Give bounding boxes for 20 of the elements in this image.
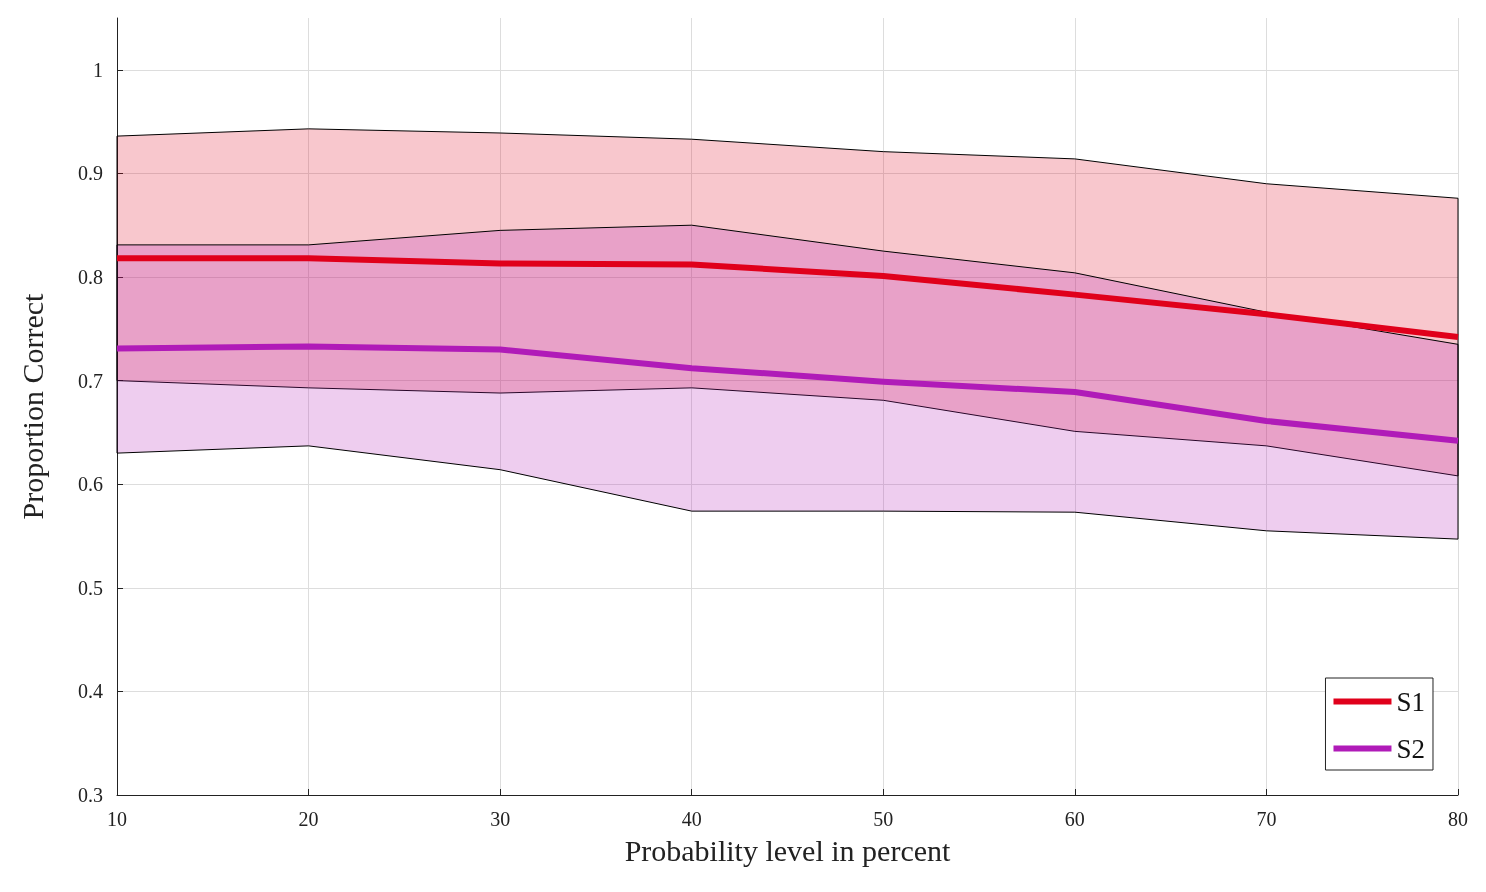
x-tick-label: 30 (490, 808, 511, 830)
x-tick-label: 80 (1448, 808, 1468, 830)
y-tick-label: 0.4 (78, 680, 103, 703)
y-axis-title: Proportion Correct (15, 292, 49, 520)
legend-label: S1 (1396, 686, 1426, 717)
y-tick-label: 0.6 (78, 473, 103, 496)
x-axis-title: Probability level in percent (624, 833, 952, 867)
x-tick-label: 20 (298, 808, 319, 830)
y-tick-label: 0.9 (78, 162, 103, 185)
legend-label: S2 (1396, 733, 1426, 764)
y-tick-label: 0.8 (78, 266, 103, 288)
y-tick-label: 0.3 (78, 784, 103, 806)
x-tick-label: 40 (681, 808, 702, 830)
x-tick-label: 60 (1064, 808, 1085, 830)
y-tick-label: 0.7 (78, 369, 103, 392)
x-tick-label: 10 (107, 808, 127, 830)
x-tick-label: 50 (873, 808, 894, 830)
y-tick-label: 0.5 (78, 576, 103, 599)
x-tick-label: 70 (1256, 808, 1277, 830)
y-tick-label: 1 (93, 58, 103, 81)
